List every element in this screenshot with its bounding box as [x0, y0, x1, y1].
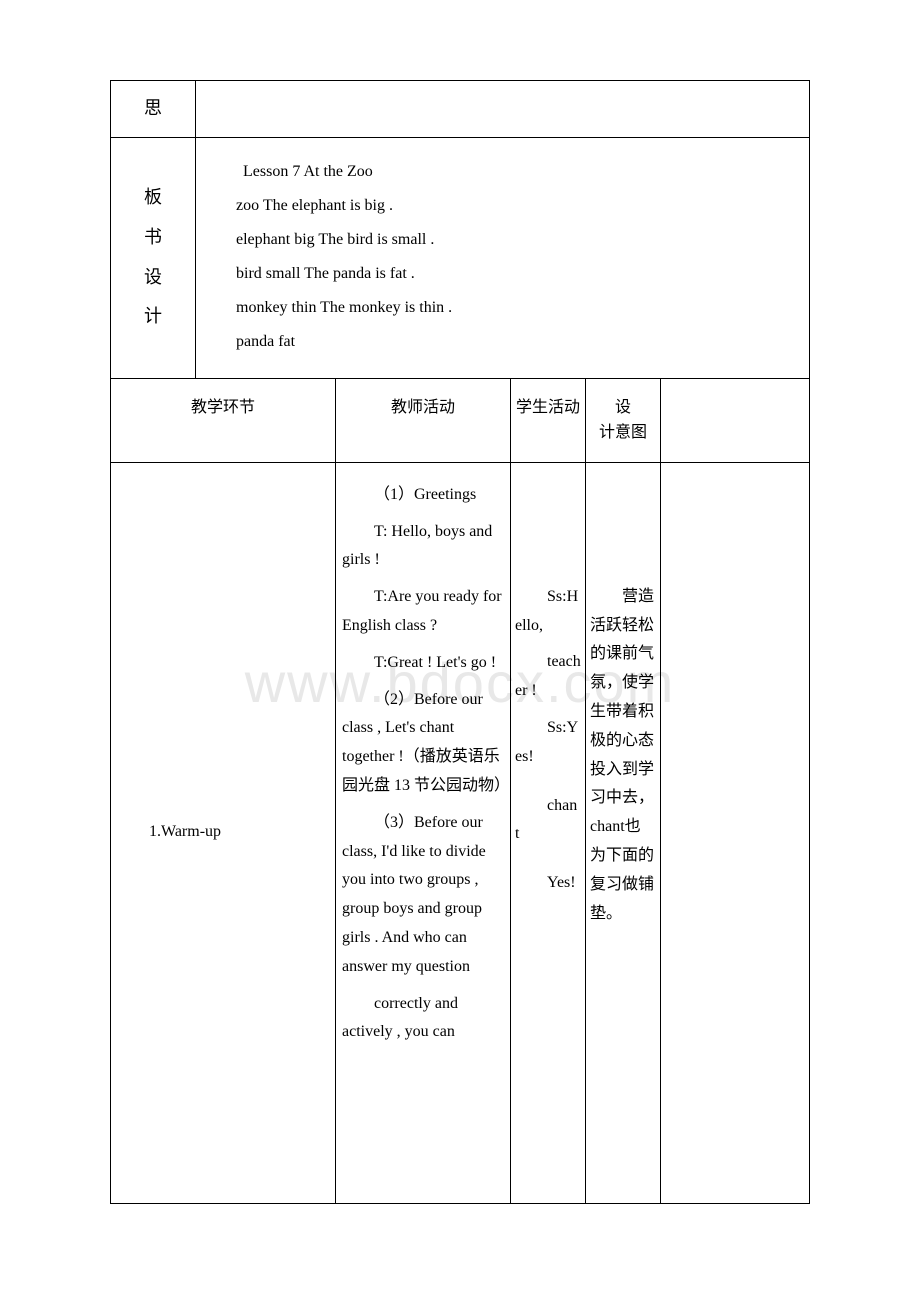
board-char-1: 板 — [144, 178, 162, 218]
section-si-row: 思 — [111, 81, 809, 138]
teacher-p: T:Are you ready for English class ? — [342, 583, 504, 641]
document-table: 思 板 书 设 计 Lesson 7 At the Zoo zoo The el… — [110, 80, 810, 1204]
header-student: 学生活动 — [511, 379, 586, 462]
environment-text: 1.Warm-up — [149, 818, 221, 847]
board-line: elephant big The bird is small . — [208, 224, 797, 256]
section-board-label: 板 书 设 计 — [111, 138, 196, 378]
teacher-p: （3）Before our class, I'd like to divide … — [342, 809, 504, 982]
table-content-row: 1.Warm-up （1）Greetings T: Hello, boys an… — [111, 463, 809, 1203]
teacher-p: （1）Greetings — [342, 481, 504, 510]
section-board-content: Lesson 7 At the Zoo zoo The elephant is … — [196, 138, 809, 378]
board-line: Lesson 7 At the Zoo — [208, 156, 797, 188]
section-si-content — [196, 81, 809, 137]
header-environment: 教学环节 — [111, 379, 336, 462]
intent-line1: 设 — [590, 395, 656, 421]
header-extra — [661, 379, 809, 462]
cell-student: Ss:Hello, teacher ! Ss:Yes! chant Yes! — [511, 463, 586, 1203]
board-line: bird small The panda is fat . — [208, 258, 797, 290]
board-char-4: 计 — [144, 297, 162, 337]
teacher-p: correctly and actively , you can — [342, 990, 504, 1048]
intent-line2: 计意图 — [590, 420, 656, 446]
student-p: Ss:Hello, — [515, 583, 581, 641]
section-board-row: 板 书 设 计 Lesson 7 At the Zoo zoo The elep… — [111, 138, 809, 379]
table-header-row: 教学环节 教师活动 学生活动 设 计意图 — [111, 379, 809, 463]
cell-environment: 1.Warm-up — [111, 463, 336, 1203]
board-line: zoo The elephant is big . — [208, 190, 797, 222]
cell-extra — [661, 463, 809, 1203]
intent-text: 营造活跃轻松的课前气氛，使学生带着积极的心态投入到学习中去，chant也为下面的… — [590, 583, 656, 929]
cell-teacher: （1）Greetings T: Hello, boys and girls ! … — [336, 463, 511, 1203]
student-p: teacher ! — [515, 648, 581, 706]
board-char-3: 设 — [144, 258, 162, 298]
header-intent: 设 计意图 — [586, 379, 661, 462]
cell-intent: 营造活跃轻松的课前气氛，使学生带着积极的心态投入到学习中去，chant也为下面的… — [586, 463, 661, 1203]
board-line: monkey thin The monkey is thin . — [208, 292, 797, 324]
student-p: Yes! — [515, 869, 581, 898]
board-line: panda fat — [208, 326, 797, 358]
teacher-p: （2）Before our class , Let's chant togeth… — [342, 686, 504, 801]
student-p: Ss:Yes! — [515, 714, 581, 772]
header-teacher: 教师活动 — [336, 379, 511, 462]
teacher-p: T: Hello, boys and girls ! — [342, 518, 504, 576]
student-p: chant — [515, 792, 581, 850]
teacher-p: T:Great ! Let's go ! — [342, 649, 504, 678]
section-si-label: 思 — [111, 81, 196, 137]
board-char-2: 书 — [144, 218, 162, 258]
